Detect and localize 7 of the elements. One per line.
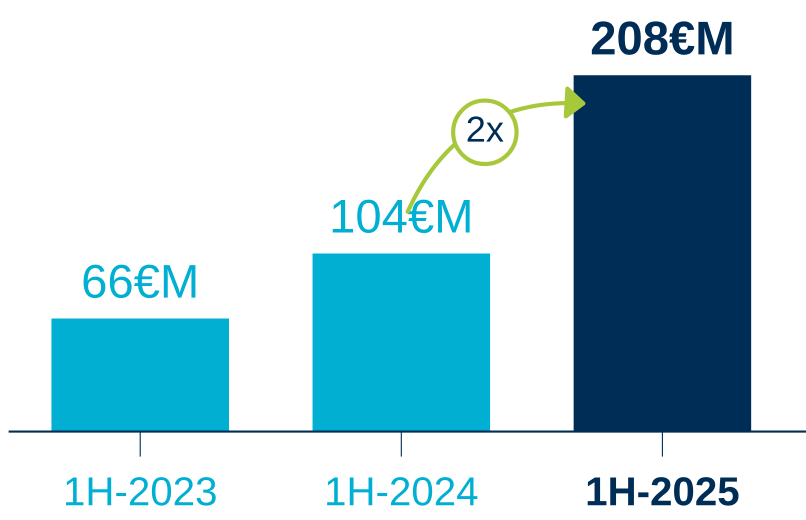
data-label: 104€M bbox=[332, 200, 470, 234]
x-tick-label: 1H-2024 bbox=[327, 477, 478, 506]
x-tick-label: 1H-2025 bbox=[588, 477, 739, 506]
data-label: 208€M bbox=[592, 21, 732, 55]
data-label: 66€M bbox=[84, 264, 196, 298]
x-tick-label: 1H-2023 bbox=[66, 477, 216, 506]
annotation: 2x bbox=[468, 116, 504, 142]
